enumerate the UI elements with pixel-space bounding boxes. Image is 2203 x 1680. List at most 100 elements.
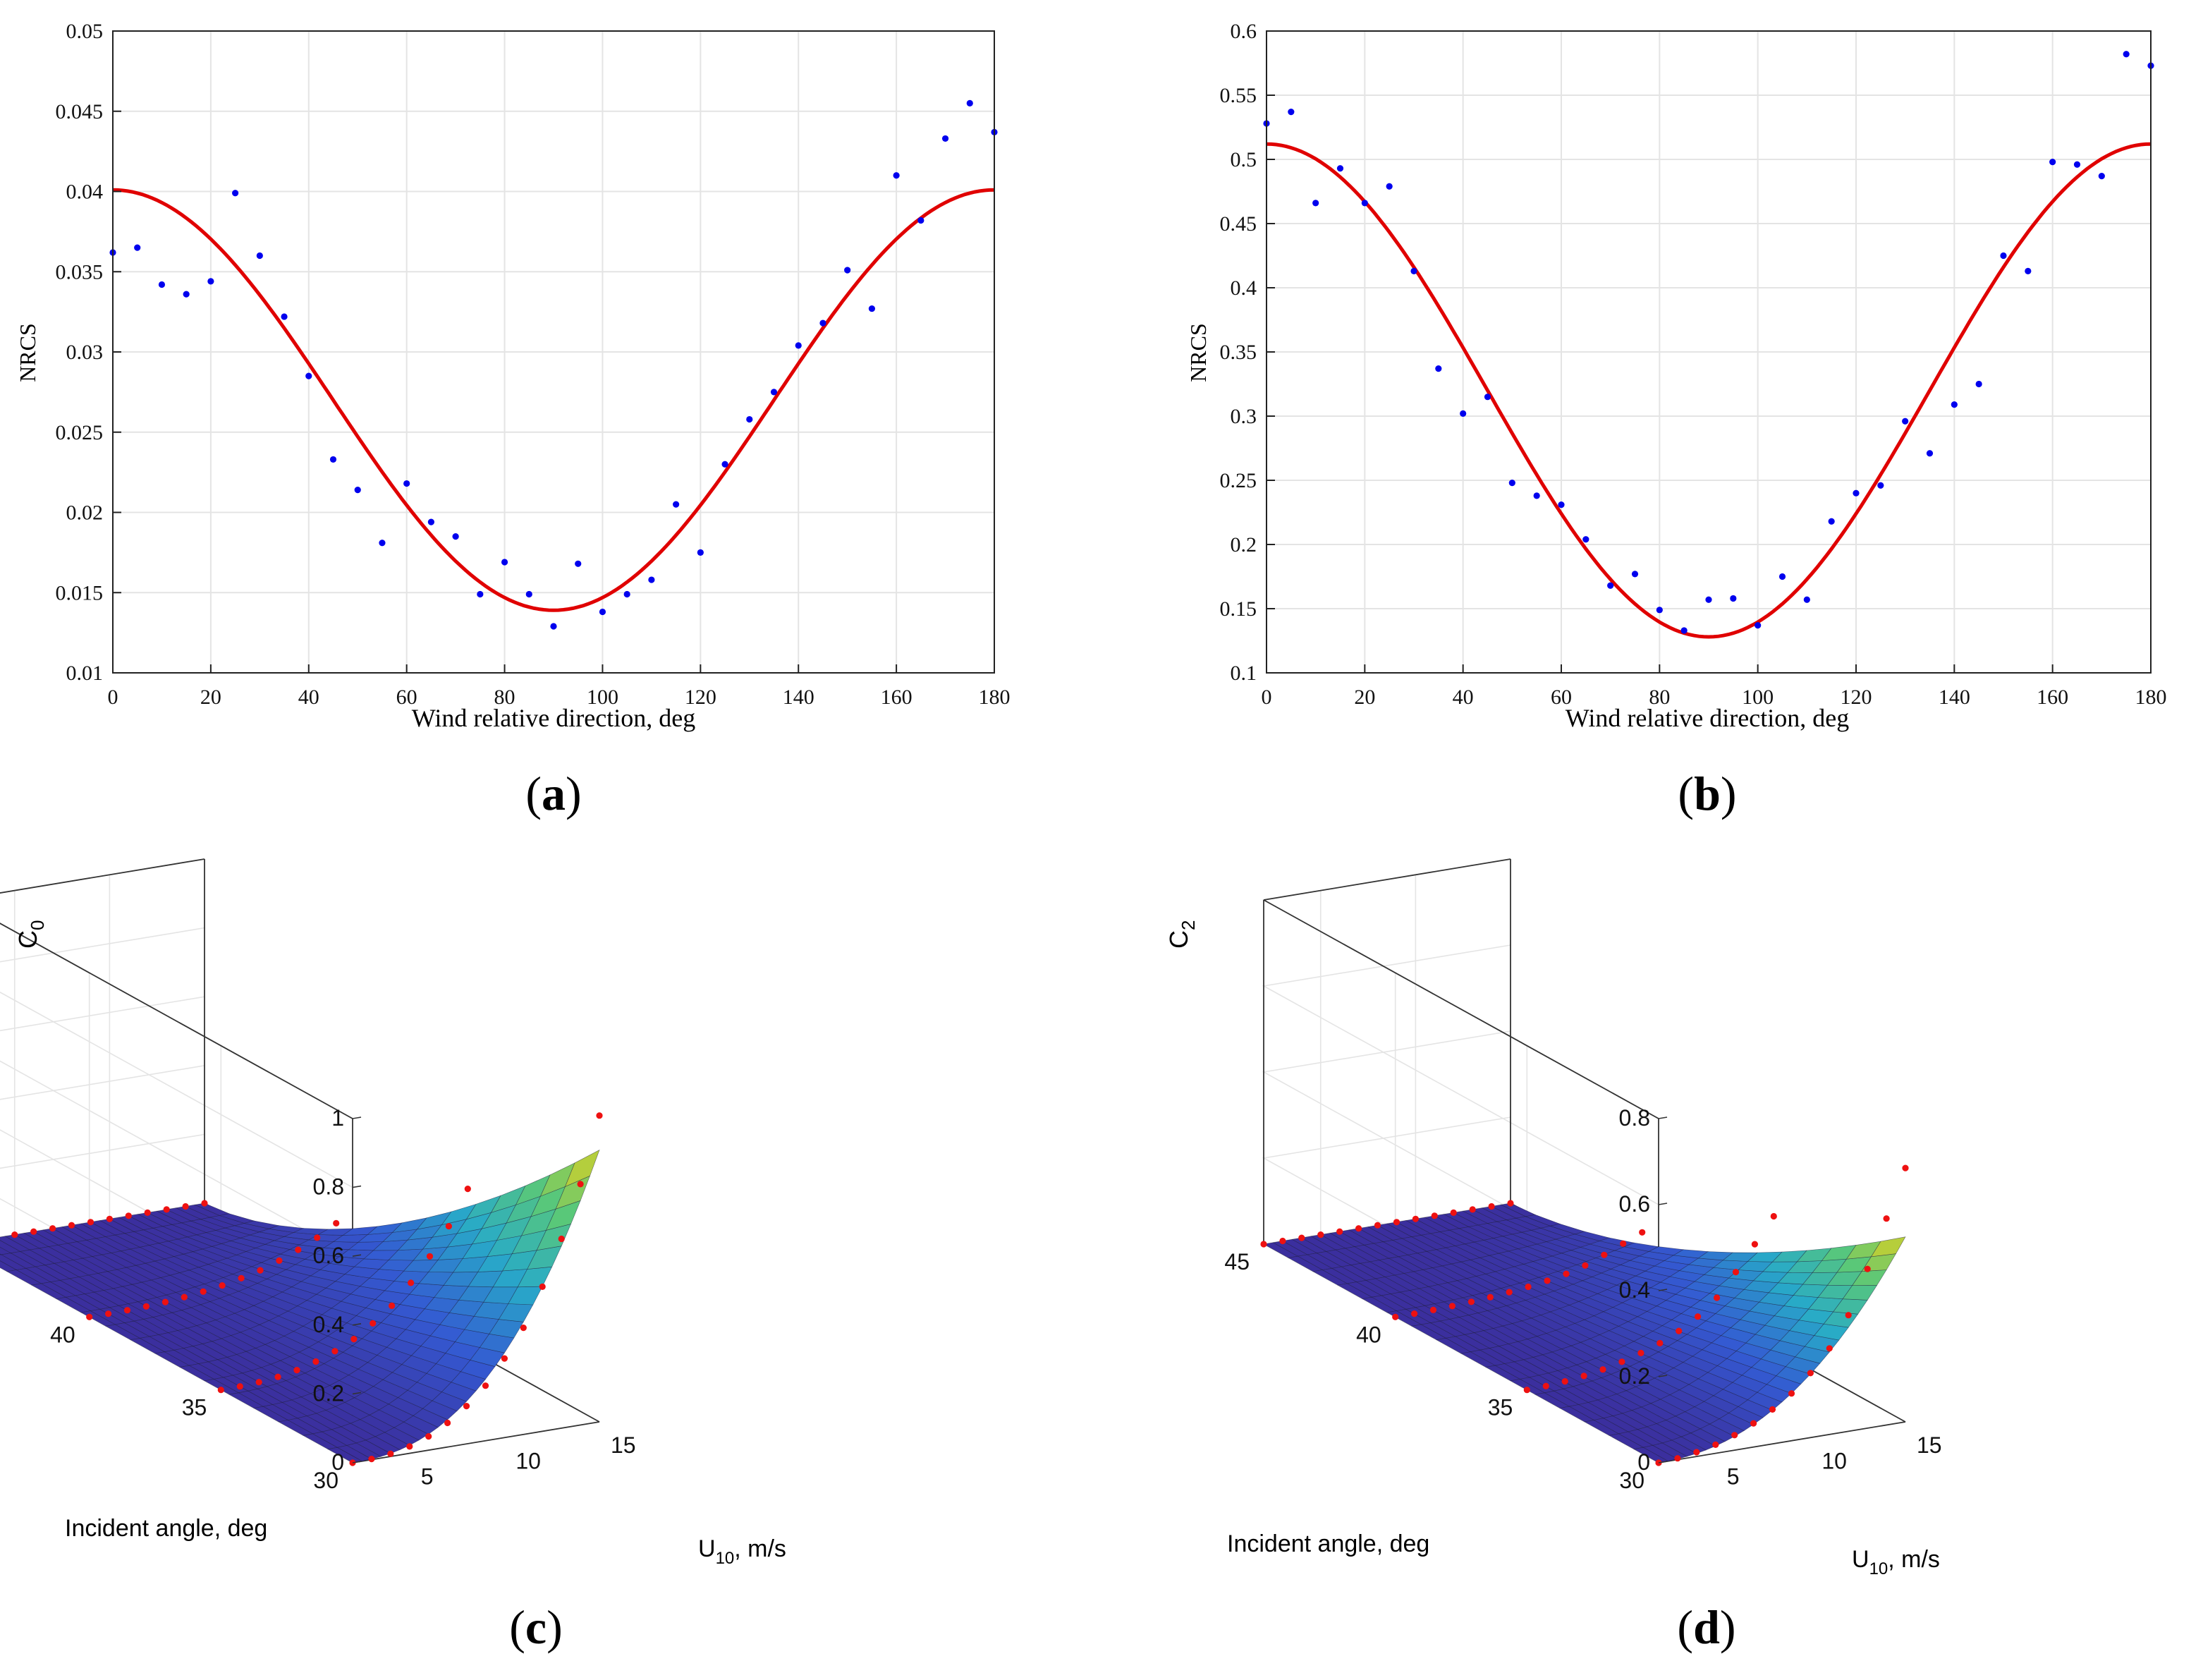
data-point-c-2-9: [257, 1267, 264, 1274]
data-point-b-31: [2025, 267, 2032, 274]
data-point-a-11: [379, 540, 386, 547]
data-point-b-10: [1508, 480, 1515, 487]
panel-label-open-a: (: [525, 767, 542, 820]
chart-panel-c: 00.20.40.60.815101530354045 C0 U10, m/s …: [0, 858, 786, 1654]
z-tick-mark-c-2: [352, 1323, 362, 1326]
data-point-c-0-2: [387, 1450, 394, 1457]
y-tick-label-c-1: 35: [182, 1395, 207, 1420]
panel-label-letter-c: c: [525, 1600, 547, 1654]
data-point-c-3-10: [144, 1209, 151, 1216]
data-point-d-1-8: [1676, 1327, 1683, 1334]
z-tick-label-d-3: 0.6: [1619, 1191, 1650, 1217]
y-tick-label-c-2: 40: [50, 1322, 75, 1347]
data-point-c-0-5: [444, 1419, 451, 1427]
data-point-a-6: [256, 252, 263, 260]
x-tick-label-b-2: 40: [1453, 686, 1474, 709]
z-axis-label-base-d: C: [1164, 930, 1193, 949]
data-point-a-27: [770, 389, 778, 396]
data-point-d-1-13: [1770, 1212, 1777, 1220]
data-point-b-30: [2000, 252, 2007, 260]
data-point-d-3-5: [1355, 1225, 1362, 1232]
data-point-a-30: [844, 267, 851, 274]
y-tick-label-b-5: 0.35: [1220, 341, 1257, 364]
data-point-c-1-6: [331, 1348, 338, 1355]
data-point-b-16: [1656, 607, 1663, 614]
data-point-c-1-11: [426, 1253, 434, 1260]
data-point-b-32: [2049, 159, 2056, 166]
data-point-d-3-7: [1393, 1219, 1400, 1226]
y-tick-label-b-3: 0.25: [1220, 469, 1257, 492]
panel-label-letter-d: d: [1693, 1600, 1720, 1654]
z-tick-mark-d-0: [1658, 1461, 1668, 1463]
data-point-b-6: [1410, 267, 1417, 274]
z-tick-label-c-0: 0: [331, 1449, 344, 1475]
box-edge-top1-d: [1263, 899, 1659, 1119]
x-tick-label-b-8: 160: [2037, 686, 2068, 709]
data-point-a-23: [673, 501, 680, 508]
data-point-d-1-0: [1523, 1387, 1530, 1394]
data-point-d-2-11: [1601, 1251, 1608, 1258]
z-tick-mark-d-4: [1658, 1116, 1668, 1119]
chart-panel-b: 0 20 40 60 80 100 120 140 160 180 0.1 0.15 0.2 0.25 0.…: [1185, 20, 2167, 820]
x-tick-label-a-8: 160: [881, 686, 913, 709]
x-axis-label-b: Wind relative direction, deg: [1566, 704, 1849, 732]
data-point-d-0-12: [1883, 1215, 1890, 1222]
data-point-c-3-6: [68, 1222, 75, 1229]
data-point-d-0-10: [1845, 1312, 1852, 1319]
data-point-a-19: [575, 560, 582, 567]
data-point-c-1-10: [408, 1279, 415, 1286]
data-point-d-2-6: [1506, 1289, 1513, 1296]
data-point-d-3-12: [1488, 1203, 1495, 1210]
wall-grid-z-c-4: [0, 927, 353, 1188]
y-tick-label-a-6: 0.04: [66, 181, 104, 204]
y-tick-label-b-10: 0.6: [1231, 20, 1257, 43]
y-axis-label-a: NRCS: [15, 323, 40, 382]
y-tick-label-b-8: 0.5: [1231, 148, 1257, 171]
data-point-a-25: [721, 461, 728, 468]
z-tick-mark-c-4: [352, 1185, 362, 1188]
data-point-d-2-3: [1448, 1303, 1456, 1310]
data-point-d-3-6: [1374, 1222, 1381, 1229]
x-tick-label-a-0: 0: [108, 686, 118, 709]
data-point-d-1-7: [1656, 1339, 1664, 1346]
data-point-d-2-10: [1582, 1262, 1589, 1269]
data-point-d-0-5: [1750, 1420, 1757, 1427]
data-point-b-21: [1778, 573, 1786, 580]
wall-grid-z-d-3: [1262, 944, 1659, 1205]
data-point-b-14: [1607, 582, 1614, 589]
x-tick-label-a-2: 40: [298, 686, 319, 709]
y-axis-label-d: Incident angle, deg: [1227, 1530, 1429, 1557]
x-tick-label-a-1: 20: [200, 686, 221, 709]
data-point-c-2-11: [295, 1246, 302, 1253]
points-layer-b: [1263, 51, 2154, 634]
data-point-d-3-4: [1336, 1228, 1343, 1235]
data-point-d-1-3: [1580, 1372, 1587, 1380]
data-point-a-21: [623, 590, 630, 598]
y-axis-label-c: Incident angle, deg: [65, 1515, 267, 1542]
y-tick-label-b-9: 0.55: [1220, 84, 1257, 107]
data-point-d-0-1: [1674, 1455, 1681, 1462]
z-axis-label-sub-c: 0: [27, 920, 48, 930]
data-point-d-3-9: [1431, 1212, 1438, 1219]
grid-b: [1266, 30, 2152, 674]
data-point-d-0-9: [1826, 1345, 1833, 1352]
data-point-a-15: [477, 590, 484, 598]
ticks-c: 00.20.40.60.815101530354045: [50, 1105, 636, 1493]
z-tick-mark-d-1: [1658, 1375, 1668, 1377]
panel-label-open-b: (: [1678, 767, 1694, 820]
data-point-c-2-8: [238, 1274, 245, 1282]
fit-line-b: [1266, 142, 2152, 639]
data-point-b-23: [1828, 518, 1835, 525]
data-point-b-20: [1755, 622, 1762, 629]
x-tick-label-b-0: 0: [1262, 686, 1272, 709]
panel-label-close-d: ): [1720, 1600, 1736, 1654]
data-point-d-3-13: [1507, 1200, 1514, 1207]
panel-label-close-c: ): [547, 1600, 563, 1654]
data-point-c-0-11: [558, 1235, 565, 1243]
data-point-c-1-7: [350, 1336, 358, 1343]
z-tick-label-d-1: 0.2: [1619, 1363, 1650, 1389]
x-axis-label-sub-d: 10: [1869, 1559, 1888, 1578]
y-tick-label-a-3: 0.025: [56, 421, 104, 444]
data-point-b-29: [1975, 380, 1982, 388]
x-tick-label-b-1: 20: [1354, 686, 1375, 709]
